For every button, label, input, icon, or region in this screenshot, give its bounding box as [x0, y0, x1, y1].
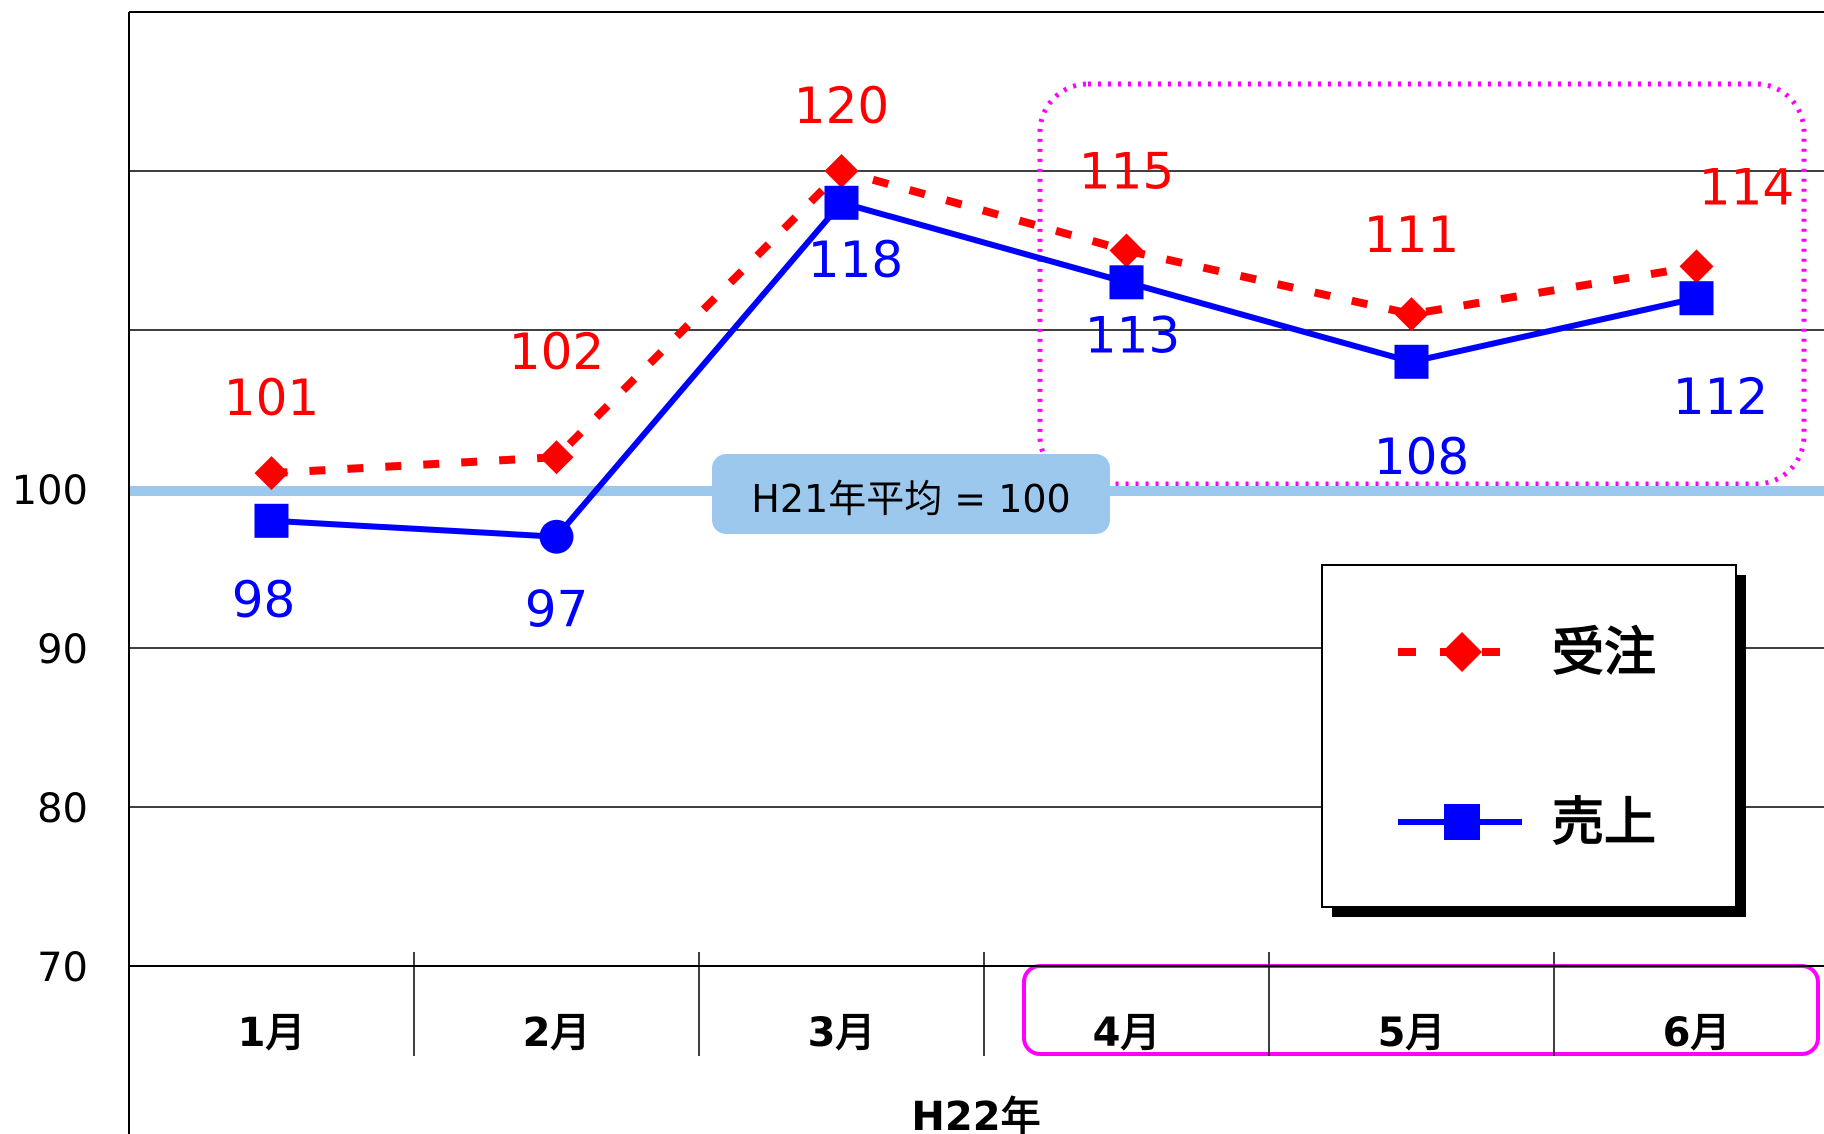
data-point-diamond: [1679, 249, 1714, 284]
data-label: 120: [794, 77, 889, 135]
data-point-square: [824, 185, 859, 220]
reference-line: H21年平均 = 100: [129, 454, 1824, 534]
legend-marker-square: [1444, 804, 1480, 840]
reference-label: H21年平均 = 100: [751, 477, 1070, 521]
data-point-diamond: [824, 154, 859, 188]
data-point-square: [1109, 265, 1144, 300]
data-label: 108: [1374, 428, 1469, 486]
x-tick-label: 3月: [808, 1010, 876, 1056]
x-tick-label: 2月: [523, 1010, 591, 1056]
data-point-diamond: [539, 440, 574, 475]
data-label: 98: [232, 571, 296, 629]
series-line-2: [271, 199, 1698, 540]
data-point-diamond: [1109, 233, 1144, 268]
legend-label: 受注: [1552, 623, 1656, 683]
x-tick-label: 5月: [1378, 1010, 1446, 1056]
x-tick-label: 4月: [1093, 1010, 1161, 1056]
series-layer: [254, 154, 1714, 554]
data-label: 101: [224, 369, 319, 427]
data-point-square: [1679, 281, 1714, 316]
x-axis-categories: 1月 2月 3月 4月 5月 6月: [238, 1010, 1731, 1056]
data-label: 115: [1079, 143, 1174, 201]
series-line-1: [271, 167, 1698, 478]
legend-marker-diamond: [1442, 632, 1482, 672]
data-point-circle: [539, 519, 574, 554]
data-point-square: [254, 503, 289, 538]
data-label: 97: [525, 581, 589, 639]
data-labels: 101 102 120 115 111 114 98 97 118 113 108 112: [224, 77, 1794, 639]
y-axis-ticks: 70 80 90 100: [12, 468, 88, 991]
x-tick-label: 6月: [1663, 1010, 1731, 1056]
y-tick-label: 80: [37, 786, 88, 832]
data-label: 113: [1085, 306, 1180, 364]
data-label: 111: [1364, 206, 1459, 264]
y-tick-label: 90: [37, 627, 88, 673]
y-tick-label: 100: [12, 468, 88, 514]
data-point-square: [1394, 344, 1429, 379]
x-tick-label: 1月: [238, 1010, 306, 1056]
x-axis-group-label: H22年: [911, 1094, 1040, 1134]
legend-label: 売上: [1552, 793, 1656, 853]
reference-label-pill: [712, 454, 1110, 534]
data-label: 118: [808, 231, 903, 289]
data-point-diamond: [254, 456, 289, 491]
data-point-diamond: [1394, 297, 1429, 332]
data-label: 114: [1699, 158, 1794, 216]
data-label: 112: [1673, 368, 1768, 426]
data-label: 102: [509, 323, 604, 381]
y-tick-label: 70: [37, 945, 88, 991]
axes: [128, 12, 1824, 1134]
legend-box: [1321, 564, 1737, 908]
